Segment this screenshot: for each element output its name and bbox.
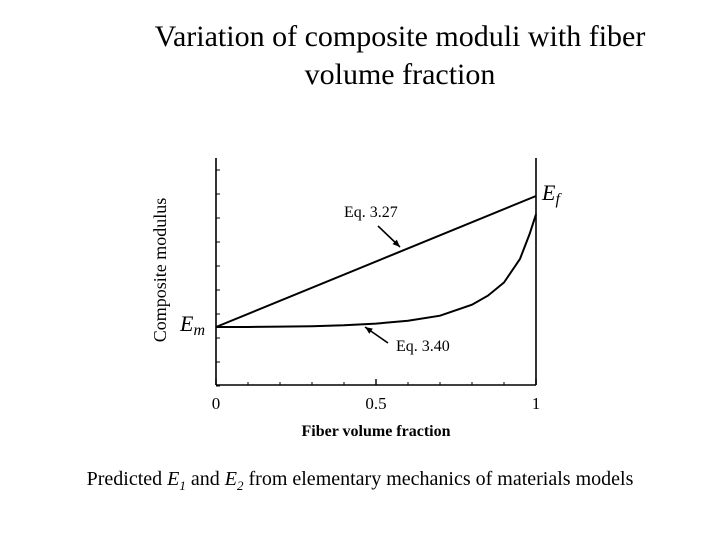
- slide-title-line-2: volume fraction: [304, 58, 496, 91]
- em-label: Em: [179, 311, 205, 339]
- caption-suffix: from elementary mechanics of materials m…: [243, 468, 634, 490]
- caption-e2-subscript: 2: [237, 478, 244, 493]
- caption-e2-letter: E: [224, 468, 237, 490]
- series-line-eq-3-27: [215, 195, 537, 328]
- annotation-eq-3-27-label: Eq. 3.27: [344, 204, 398, 221]
- x-tick-label: 0: [212, 394, 221, 413]
- chart-labels-layer: Fiber volume fraction Composite modulus Em…: [150, 180, 562, 440]
- x-axis-title: Fiber volume fraction: [301, 423, 450, 440]
- annotation-eq-3-40-label: Eq. 3.40: [396, 338, 450, 355]
- caption-and: and: [185, 468, 225, 490]
- caption-e1-letter: E: [167, 468, 180, 490]
- y-axis-title: Composite modulus: [150, 198, 170, 343]
- caption-prefix: Predicted: [86, 468, 168, 490]
- chart-series-layer: [215, 195, 537, 328]
- x-tick-label: 0.5: [365, 394, 386, 413]
- series-line-eq-3-40: [216, 213, 537, 328]
- slide-title: Variation of composite moduli with fiber…: [80, 18, 720, 94]
- x-tick-label: 1: [532, 394, 541, 413]
- slide-caption: Predicted E1 and E2 from elementary mech…: [0, 468, 720, 494]
- caption-e1-subscript: 1: [179, 478, 186, 493]
- chart-axes: 0 0.5 1: [212, 158, 541, 413]
- annotation-eq-3-27-arrowhead: [392, 239, 400, 247]
- slide-title-line-1: Variation of composite moduli with fiber: [154, 20, 646, 53]
- annotation-eq-3-40-arrowhead: [365, 327, 373, 334]
- ef-label: Ef: [541, 180, 562, 208]
